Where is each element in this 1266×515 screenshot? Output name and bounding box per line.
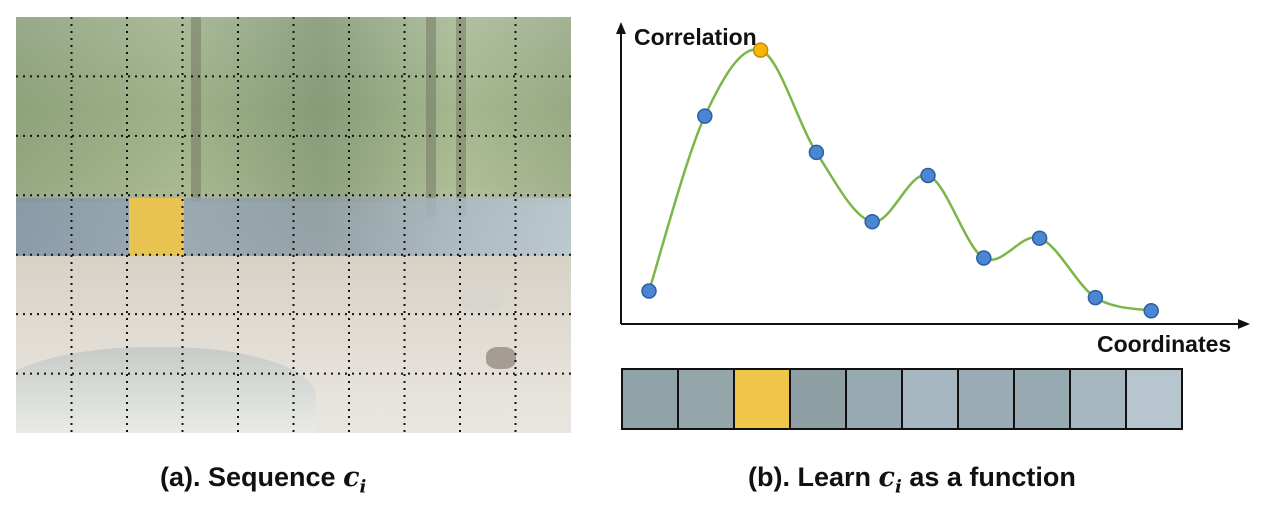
- y-axis-label: Correlation: [634, 24, 757, 50]
- data-point: [1031, 230, 1048, 246]
- strip-cell: [1071, 370, 1127, 428]
- data-point: [976, 250, 992, 266]
- caption-b: (b). Learn ci as a function: [748, 462, 1076, 497]
- strip-cell: [959, 370, 1015, 428]
- caption-b-symbol: ci: [878, 462, 902, 498]
- tree-trunk: [191, 17, 201, 202]
- correlation-curve: [647, 48, 1152, 313]
- data-point-highlight: [752, 42, 769, 58]
- strip-cell-highlight: [735, 370, 791, 428]
- strip-cell: [903, 370, 959, 428]
- x-axis-arrow: [1238, 319, 1250, 329]
- patch-sequence-strip: [621, 368, 1183, 430]
- caption-a: (a). Sequence ci: [160, 462, 366, 497]
- highlighted-patch: [129, 198, 184, 256]
- caption-b-suffix: as a function: [901, 462, 1076, 492]
- data-point: [641, 283, 657, 299]
- data-point: [1143, 303, 1159, 319]
- tree-trunk: [426, 17, 436, 217]
- x-axis-label: Coordinates: [1097, 331, 1231, 357]
- caption-b-text: (b). Learn: [748, 462, 879, 492]
- correlation-chart: Correlation Coordinates: [616, 22, 1250, 357]
- rock: [460, 288, 504, 312]
- strip-cell: [791, 370, 847, 428]
- data-point: [1087, 289, 1104, 306]
- data-points: [641, 42, 1159, 319]
- y-axis-arrow: [616, 22, 626, 34]
- data-point: [920, 167, 936, 184]
- animal-silhouette: [486, 347, 516, 369]
- data-point: [808, 144, 825, 161]
- strip-cell: [1015, 370, 1071, 428]
- strip-cell: [623, 370, 679, 428]
- strip-cell: [847, 370, 903, 428]
- data-point: [697, 108, 713, 124]
- caption-a-text: (a). Sequence: [160, 462, 344, 492]
- caption-a-symbol: ci: [343, 462, 367, 498]
- data-point: [864, 213, 880, 230]
- pond: [16, 347, 316, 433]
- strip-cell: [679, 370, 735, 428]
- patch-grid: [16, 17, 571, 433]
- giraffe-photo: [16, 17, 571, 433]
- strip-cell: [1127, 370, 1181, 428]
